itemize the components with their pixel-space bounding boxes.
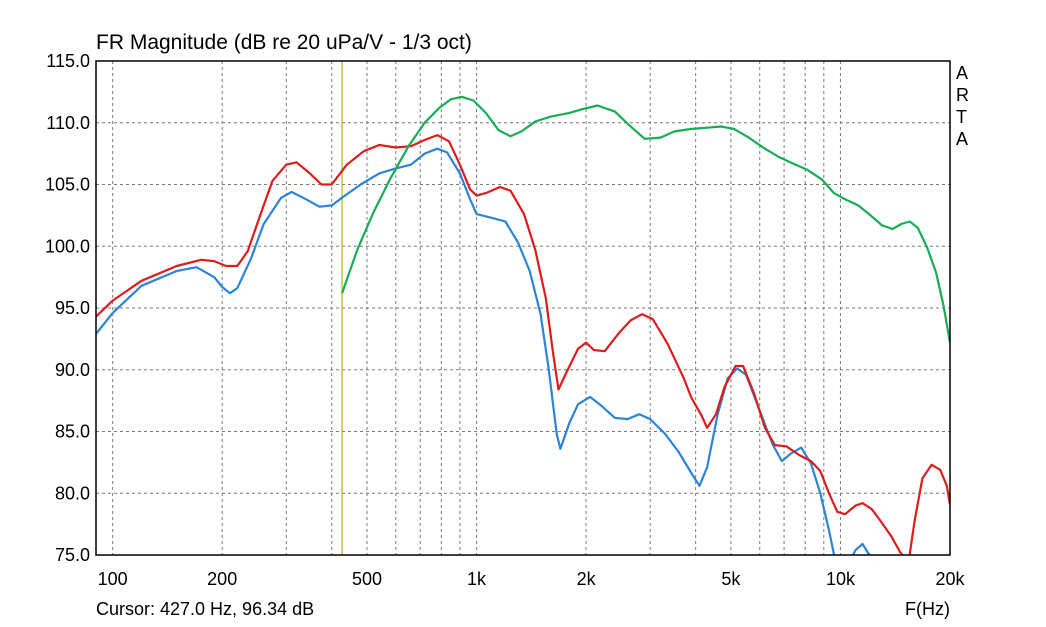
chart-title: FR Magnitude (dB re 20 uPa/V - 1/3 oct) (96, 31, 472, 54)
x-tick-label: 500 (352, 569, 382, 589)
y-tick-label: 105.0 (45, 175, 90, 195)
watermark-letter: A (956, 129, 968, 149)
x-tick-labels: 100 200 500 1k 2k 5k 10k 20k (98, 569, 966, 589)
x-tick-label: 20k (935, 569, 965, 589)
x-tick-label: 2k (577, 569, 597, 589)
y-tick-label: 100.0 (45, 236, 90, 256)
y-tick-label: 80.0 (55, 483, 90, 503)
cursor-readout: Cursor: 427.0 Hz, 96.34 dB (96, 599, 314, 619)
grid (96, 61, 950, 555)
y-tick-label: 90.0 (55, 360, 90, 380)
x-tick-label: 1k (467, 569, 487, 589)
watermark-letter: A (956, 63, 968, 83)
series-line-3 (341, 95, 950, 343)
y-tick-label: 95.0 (55, 298, 90, 318)
watermark-letter: R (956, 85, 969, 105)
x-tick-label: 10k (826, 569, 856, 589)
y-tick-label: 110.0 (46, 113, 90, 133)
y-tick-label: 115.0 (46, 51, 90, 71)
y-tick-labels: 115.0 110.0 105.0 100.0 95.0 90.0 85.0 80.0 75.0 (45, 51, 90, 565)
x-tick-label: 100 (98, 569, 128, 589)
series-line-2 (96, 134, 950, 555)
series-line-1 (96, 147, 871, 555)
y-tick-label: 75.0 (55, 545, 90, 565)
plot-frame (95, 60, 951, 556)
x-tick-label: 200 (207, 569, 237, 589)
series-layer (96, 95, 950, 555)
x-tick-label: 5k (721, 569, 741, 589)
y-tick-label: 85.0 (55, 422, 90, 442)
watermark-letter: T (956, 107, 967, 127)
x-axis-label: F(Hz) (905, 599, 950, 619)
